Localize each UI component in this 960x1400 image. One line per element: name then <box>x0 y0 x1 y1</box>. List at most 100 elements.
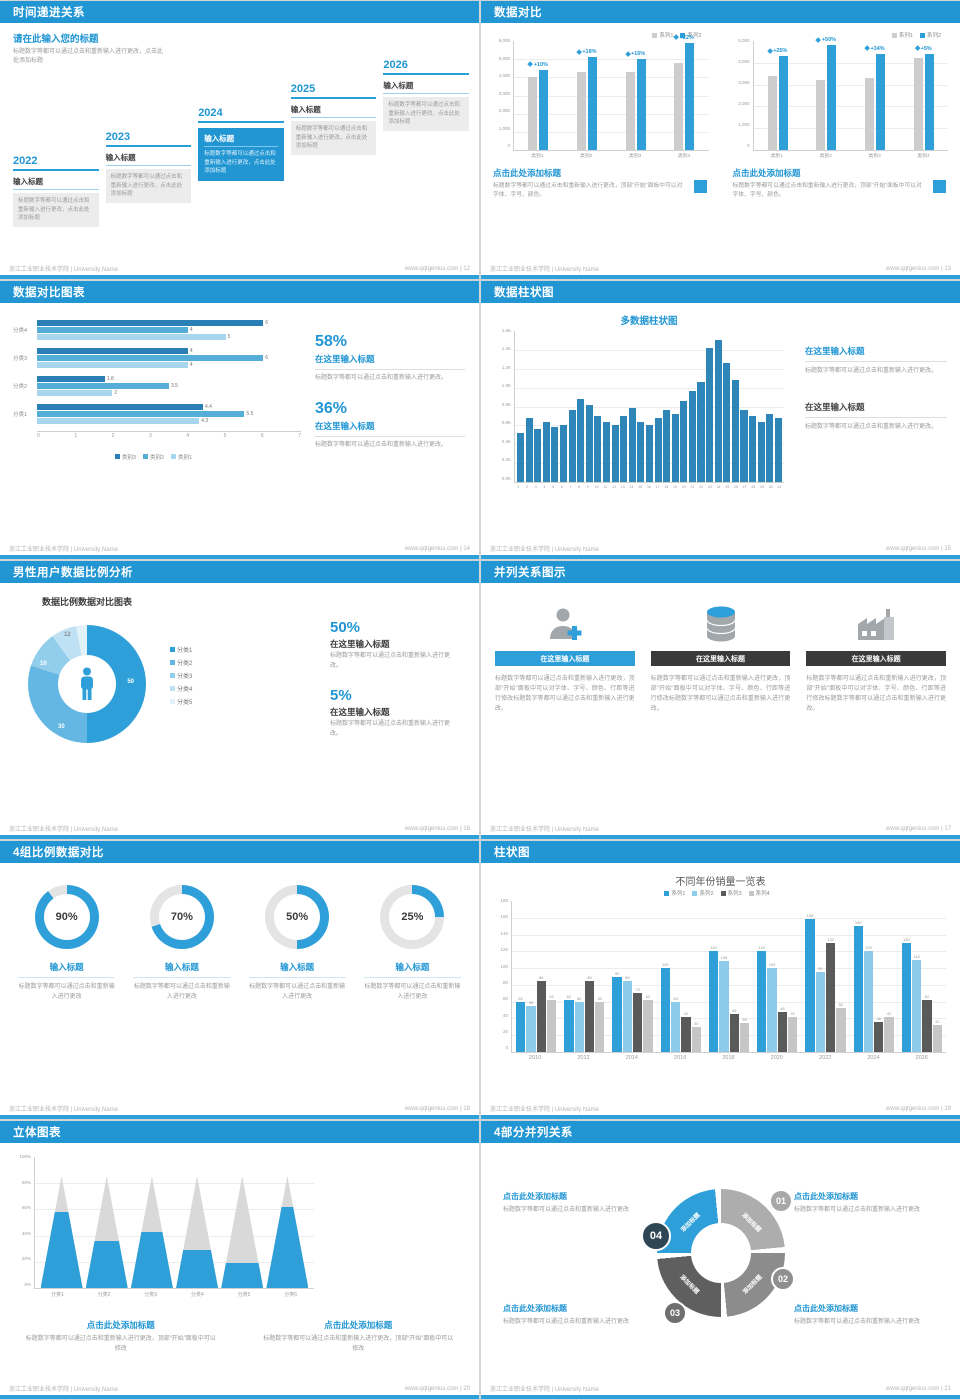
s8-col: 158 <box>805 901 815 1052</box>
slide-male-ratio[interactable]: 男性用户数据比例分析 数据比例数据对比图表 50 30 10 12 分类1 分类2… <box>0 561 479 839</box>
slide-body: 请在此输入您的标题 标题数字等都可以通过点击和重新输入进行更改，点击此处添加标题… <box>0 23 479 262</box>
stat-title: 在这里输入标题 <box>330 707 390 718</box>
s8-col: 120 <box>757 901 767 1052</box>
slide-bar-comparison[interactable]: 数据对比图表 分类4 6 4 5 分类3 4 6 4 分类2 1.8 3.5 2 分类1 4.4 5.5 4.… <box>0 281 479 559</box>
column-header: 在这里输入标题 <box>650 651 791 666</box>
xtick: 20 <box>681 485 686 489</box>
legend-swatch <box>652 32 658 38</box>
page-number: 18 <box>463 1105 470 1112</box>
footer-accent-bar <box>481 1395 960 1399</box>
s8-bar <box>622 980 633 1052</box>
s8-bar <box>670 1001 681 1052</box>
tl-title: 输入标题 <box>105 152 192 166</box>
s4-bar <box>688 391 696 482</box>
s8-col: 120 <box>708 901 719 1052</box>
gauge-col: 25% 输入标题 标题数字等都可以通过点击和重新输入进行更改 <box>363 885 461 1098</box>
parallel-column: 在这里输入标题 标题数字等都可以通过点击和重新输入进行更改，顶部“开始”面板中可… <box>806 597 947 818</box>
lg: 系列1 <box>664 889 685 897</box>
xtick: 21 <box>690 485 695 489</box>
s4-bar <box>714 340 722 482</box>
comparison-panel: 系列1 系列2 6,000 5,000 4,000 3,000 2,000 1,000 0 … <box>493 31 709 260</box>
sq <box>142 454 148 459</box>
s8-bar <box>681 1016 691 1052</box>
hbar-row: 4 <box>37 348 301 354</box>
slide-timeline[interactable]: 时间递进关系 请在此输入您的标题 标题数字等都可以通过点击和重新输入进行更改，点… <box>0 1 479 279</box>
gridline <box>514 77 709 79</box>
cmp-group: +25% <box>767 41 788 150</box>
chart-title: 不同年份销量一览表 <box>675 877 766 888</box>
s8-val: 36 <box>876 1015 882 1021</box>
lgt: 分类4 <box>177 687 193 693</box>
plot-area: +25% +50% +34% +5% <box>752 37 948 151</box>
s8-group: 120 100 48 42 <box>753 901 801 1052</box>
s8-val: 85 <box>625 974 630 980</box>
xtick: 类别3 <box>868 154 881 159</box>
s8-col: 85 <box>584 901 595 1052</box>
lg: 系列4 <box>748 889 770 897</box>
ytick: 100 <box>500 963 508 969</box>
xtick: 类别1 <box>531 154 544 159</box>
slide-gauges[interactable]: 4组比例数据对比 90% 输入标题 标题数字等都可以通过点击和重新输入进行更改 70%… <box>0 841 479 1119</box>
caption-text: 标题数字等都可以通过点击和重新输入进行更改，顶部“开始”面板中可以对字体、字号、… <box>732 183 922 198</box>
hbar-bar <box>37 390 113 396</box>
ytick: 2,000 <box>498 108 510 114</box>
male-icon <box>81 667 93 700</box>
gauge: 25% <box>380 885 445 949</box>
x-axis-labels: 分类1 分类2 分类3 分类4 分类5 分类6 <box>34 1291 314 1298</box>
s8-col: 108 <box>719 901 729 1052</box>
slide-title-bar: 数据对比 <box>481 1 960 23</box>
slide-four-part-wheel[interactable]: 4部分并列关系 添加标题 添加标题 添加标题 添加标题 01 02 03 04 … <box>481 1121 960 1399</box>
legend-label: 系列2 <box>687 33 702 39</box>
footer-accent-bar <box>0 275 479 279</box>
stat-text: 标题数字等都可以通过点击和重新输入进行更改。 <box>315 375 448 381</box>
slide-title: 4组比例数据对比 <box>13 847 104 859</box>
s8-bar <box>836 1008 846 1052</box>
slide-data-comparison[interactable]: 数据对比 系列1 系列2 6,000 5,000 4,000 3,000 2,000 1,… <box>481 1 960 279</box>
slide-cone-chart[interactable]: 立体图表 100% 80% 60% 40% 20% 0% 分类1 分类2 分类3 分类4 分类5 分… <box>0 1121 479 1399</box>
slide-title-bar: 并列关系图示 <box>481 561 960 583</box>
s8-bar <box>536 980 546 1052</box>
gauge-line <box>248 977 346 978</box>
gridline <box>35 1261 314 1263</box>
slide-footer: 浙江工业职业技术学院 | University Name www.qqtgeni… <box>481 262 960 275</box>
xtick: 5 <box>223 433 227 439</box>
s8-bar <box>719 961 729 1052</box>
footer-school: 浙江工业职业技术学院 | University Name <box>9 267 118 273</box>
sq <box>170 686 175 691</box>
ytick: 1,000 <box>738 122 750 128</box>
xtick: 3 <box>148 433 152 439</box>
s8-val: 52 <box>838 1002 844 1008</box>
parallel-column: 在这里输入标题 标题数字等都可以通过点击和重新输入进行更改，顶部“开始”面板中可… <box>650 597 791 818</box>
xtick: 类别1 <box>770 154 784 159</box>
slide-title: 并列关系图示 <box>494 567 566 579</box>
gridline <box>512 1035 946 1037</box>
xtick: 2018 <box>722 1055 735 1061</box>
s4-bar <box>594 415 602 482</box>
slide-grouped-columns[interactable]: 柱状图 不同年份销量一览表 系列1 系列2 系列3 系列4 180 160 140 120 1… <box>481 841 960 1119</box>
number-badge: 03 <box>663 1301 687 1325</box>
bar <box>827 45 837 150</box>
caption-title: 点击此处添加标题 <box>732 168 801 178</box>
slide-footer: 浙江工业职业技术学院 | University Name www.qqtgeni… <box>0 1102 479 1115</box>
xtick: 2016 <box>674 1055 687 1061</box>
xtick: 2024 <box>867 1055 880 1061</box>
icon-area <box>495 597 635 651</box>
bar <box>636 59 646 150</box>
s8-bar <box>767 968 777 1052</box>
footer-accent-bar <box>481 555 960 559</box>
slide-title-bar: 男性用户数据比例分析 <box>0 561 479 583</box>
stat-percent: 36% <box>315 399 348 417</box>
slide-column-chart[interactable]: 数据柱状图 多数据柱状图 1.6K 1.4K 1.2K 1.0K 0.8K 0.6K 0.4… <box>481 281 960 559</box>
caption: 点击此处添加标题 标题数字等都可以通过点击和重新输入进行更改，顶部“开始”面板中… <box>493 167 709 200</box>
slide-parallel[interactable]: 并列关系图示 在这里输入标题 标题数字等都可以通过点击和重新输入进行更改，顶部“… <box>481 561 960 839</box>
gridline <box>514 113 709 115</box>
block-text: 标题数字等都可以通过点击和重新输入进行更改，顶部“开始”面板中可以修改 <box>263 1336 454 1352</box>
ytick: 80 <box>502 979 508 985</box>
hbar-bar <box>37 320 264 326</box>
s4-bar <box>671 414 679 482</box>
slide-body: 分类4 6 4 5 分类3 4 6 4 分类2 1.8 3.5 2 分类1 4.4 5.5 4.3 0 1 2 3 4… <box>0 303 479 542</box>
xtick: 4 <box>186 433 190 439</box>
cmp-pct: +10% <box>529 62 548 68</box>
text-block: 点击此处添加标题 标题数字等都可以通过点击和重新输入进行更改 <box>503 1191 655 1216</box>
ytick: 20 <box>502 1029 508 1034</box>
